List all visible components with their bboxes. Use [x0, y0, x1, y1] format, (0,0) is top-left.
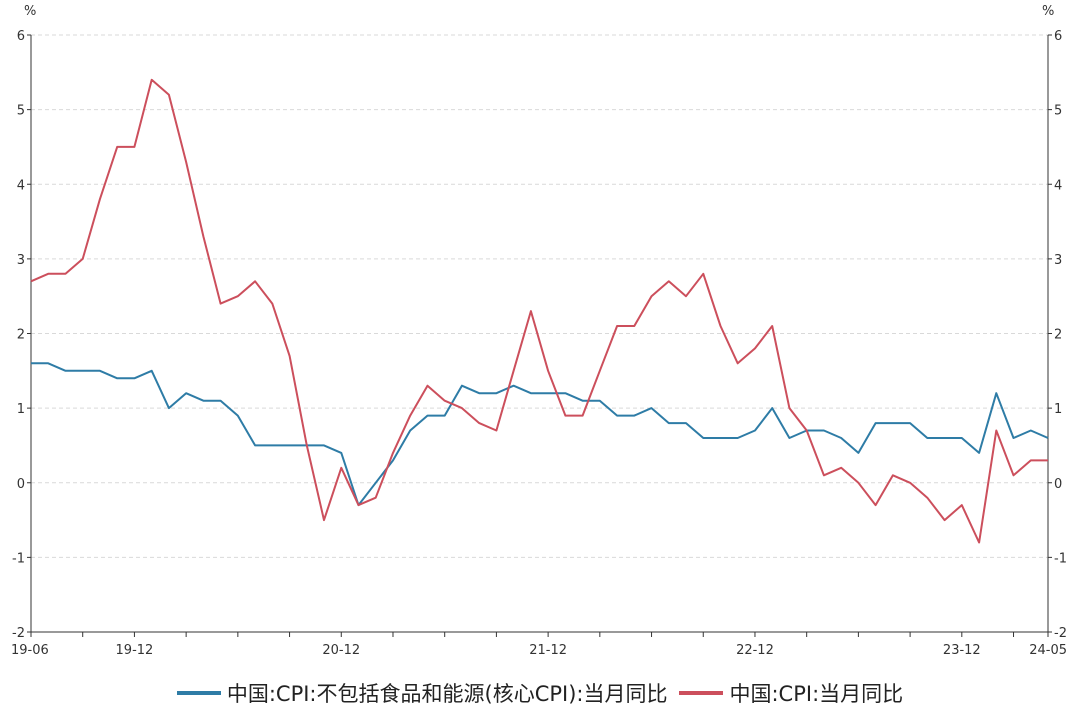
legend-swatch-core-cpi [176, 691, 221, 695]
y-tick-label-right: 1 [1054, 402, 1062, 417]
y-tick-label-left: 0 [17, 477, 25, 492]
legend-item-cpi: 中国:CPI:当月同比 [679, 678, 903, 708]
legend-item-core-cpi: 中国:CPI:不包括食品和能源(核心CPI):当月同比 [176, 678, 668, 708]
y-tick-label-left: 4 [17, 178, 25, 193]
legend: 中国:CPI:不包括食品和能源(核心CPI):当月同比 中国:CPI:当月同比 [0, 676, 1080, 710]
y-tick-label-right: -2 [1054, 626, 1067, 641]
x-tick-label: 19-12 [116, 643, 154, 658]
y-tick-label-right: 2 [1054, 328, 1062, 343]
x-tick-label: 21-12 [529, 643, 567, 658]
series-lines [30, 78, 1049, 544]
x-tick-label: 23-12 [943, 643, 981, 658]
y-tick-label-left: 2 [17, 328, 25, 343]
left-axis-unit: % [24, 4, 36, 19]
y-tick-label-right: 0 [1054, 477, 1062, 492]
y-axis-ticks: -2 -2 -1 -1 0 0 1 1 2 2 3 3 4 4 5 5 6 6 [12, 29, 1067, 641]
gridlines [31, 34, 1048, 558]
line-chart: % % -2 -2 -1 -1 0 0 1 1 2 2 3 3 4 4 5 5 6 6 19-06 19-12 20-… [11, 4, 1067, 658]
x-tick-label: 24-05 [1029, 643, 1067, 658]
y-tick-label-right: 4 [1054, 178, 1062, 193]
y-tick-label-left: 1 [17, 402, 25, 417]
y-tick-label-right: -1 [1054, 551, 1067, 566]
right-axis-unit: % [1042, 4, 1054, 19]
x-tick-label: 22-12 [736, 643, 774, 658]
x-tick-label: 19-06 [11, 643, 49, 658]
legend-swatch-cpi [679, 691, 724, 695]
y-tick-label-left: 5 [17, 104, 25, 119]
series-line-core-cpi [31, 362, 1049, 507]
y-tick-label-left: 6 [17, 29, 25, 44]
y-tick-label-right: 3 [1054, 253, 1062, 268]
legend-label-cpi: 中国:CPI:当月同比 [729, 682, 904, 706]
y-tick-label-right: 6 [1054, 29, 1062, 44]
y-tick-label-left: -1 [12, 551, 25, 566]
x-tick-label: 20-12 [322, 643, 360, 658]
series-line-cpi [30, 78, 1048, 544]
y-tick-label-right: 5 [1054, 104, 1062, 119]
y-tick-label-left: -2 [12, 626, 25, 641]
y-tick-label-left: 3 [17, 253, 25, 268]
legend-label-core-cpi: 中国:CPI:不包括食品和能源(核心CPI):当月同比 [226, 682, 668, 706]
x-axis-ticks: 19-06 19-12 20-12 21-12 22-12 23-12 24-05 [11, 632, 1067, 658]
